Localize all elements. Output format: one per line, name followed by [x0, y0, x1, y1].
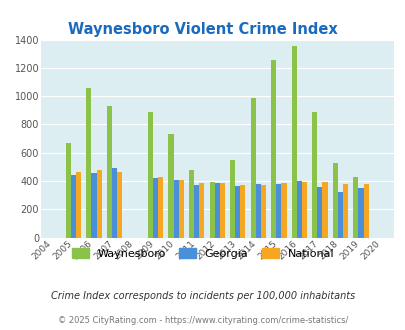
Bar — [260, 184, 265, 238]
Bar — [281, 183, 286, 238]
Bar — [153, 178, 158, 238]
Bar — [214, 183, 219, 238]
Bar — [158, 177, 163, 238]
Bar — [358, 188, 362, 238]
Bar — [230, 160, 234, 238]
Text: Crime Index corresponds to incidents per 100,000 inhabitants: Crime Index corresponds to incidents per… — [51, 291, 354, 301]
Bar — [219, 183, 224, 238]
Bar — [317, 187, 322, 238]
Bar — [71, 175, 76, 238]
Bar — [311, 113, 317, 238]
Bar — [342, 184, 347, 238]
Bar — [96, 170, 101, 238]
Bar — [117, 172, 122, 238]
Bar — [301, 182, 306, 238]
Bar — [112, 168, 117, 238]
Bar — [178, 180, 183, 238]
Bar — [296, 181, 301, 238]
Legend: Waynesboro, Georgia, National: Waynesboro, Georgia, National — [67, 244, 338, 263]
Bar — [271, 60, 275, 238]
Bar — [255, 184, 260, 238]
Bar — [209, 182, 214, 238]
Bar — [250, 98, 255, 238]
Bar — [188, 170, 194, 238]
Bar — [173, 180, 178, 238]
Bar — [322, 182, 327, 238]
Bar — [240, 185, 245, 238]
Text: © 2025 CityRating.com - https://www.cityrating.com/crime-statistics/: © 2025 CityRating.com - https://www.city… — [58, 316, 347, 325]
Bar — [86, 88, 91, 238]
Bar — [352, 178, 358, 238]
Bar — [337, 192, 342, 238]
Bar — [199, 183, 204, 238]
Bar — [107, 106, 112, 238]
Bar — [168, 134, 173, 238]
Bar — [66, 143, 71, 238]
Bar — [147, 112, 153, 238]
Bar — [275, 184, 281, 238]
Bar — [332, 163, 337, 238]
Text: Waynesboro Violent Crime Index: Waynesboro Violent Crime Index — [68, 22, 337, 37]
Bar — [234, 186, 240, 238]
Bar — [91, 173, 96, 238]
Bar — [291, 46, 296, 238]
Bar — [194, 184, 199, 238]
Bar — [76, 172, 81, 238]
Bar — [362, 184, 368, 238]
